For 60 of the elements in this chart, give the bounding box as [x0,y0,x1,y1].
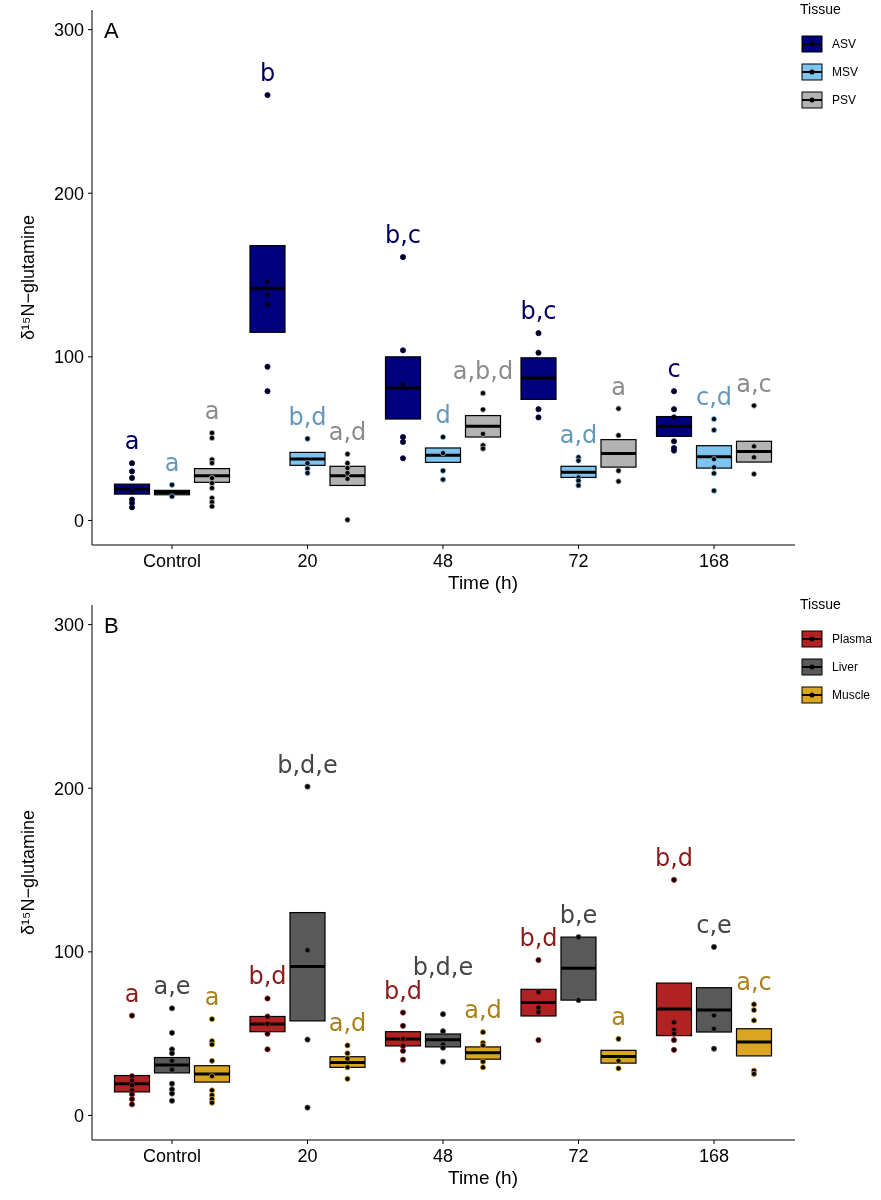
x-tick-label: 48 [432,1146,454,1166]
annotation: b,d [248,962,287,991]
legend-label: MSV [832,65,859,80]
chart-title: B [104,613,119,638]
y-tick-label: 0 [73,1105,84,1126]
x-tick-label: 20 [297,551,318,571]
y-tick-label: 300 [53,19,84,40]
legend-title: Tissue [800,1,841,17]
x-tick-label: Control [142,1146,202,1166]
y-axis-title: δ¹⁵N−glutamine [18,214,38,341]
annotation: b,d [519,924,558,953]
annotation: a [611,372,626,401]
annotation: a,d [559,421,598,450]
x-tick-label: 168 [698,551,730,571]
y-tick-label: 300 [53,614,84,635]
annotation: b,d,e [277,750,338,779]
annotation: a [124,427,140,456]
annotation: a,c [736,968,772,997]
y-tick-label: 100 [53,942,84,963]
x-tick-label: 168 [698,1146,730,1166]
annotation: b,c [520,297,557,326]
y-tick-label: 0 [73,510,84,531]
y-tick-label: 100 [53,347,84,368]
annotation: c,d [695,383,733,412]
chart-title: A [104,18,119,43]
annotation: b,d [654,843,694,872]
annotation: a,c [736,369,772,398]
legend-label: PSV [832,93,857,108]
x-tick-label: 20 [297,1146,318,1166]
y-tick-label: 200 [53,778,84,799]
legend-label: Plasma [832,632,873,647]
annotation: b,d [288,402,327,431]
annotation: a,d [328,1009,367,1038]
legend-label: ASV [832,37,857,52]
y-axis-title: δ¹⁵N−glutamine [18,809,38,936]
x-axis-title: Time (h) [447,572,519,593]
x-tick-label: Control [142,551,202,571]
annotation: c [667,355,681,384]
annotation: a [164,448,180,477]
annotation: a,d [328,418,367,447]
annotation: a [124,979,140,1008]
annotation: b,e [559,901,598,930]
annotation: a [204,983,220,1012]
annotation: d [435,401,451,430]
x-tick-label: 72 [568,1146,589,1166]
x-tick-label: 72 [568,551,589,571]
annotation: a,e [153,972,191,1001]
x-tick-label: 48 [432,551,454,571]
annotation: b,c [384,221,422,250]
annotation: b [259,59,276,88]
x-axis-title: Time (h) [447,1167,519,1188]
annotation: a [611,1002,626,1031]
annotation: a,b,d [452,357,514,386]
y-tick-label: 200 [53,183,84,204]
legend-label: Liver [832,660,859,675]
annotation: c,e [696,910,732,939]
legend-title: Tissue [800,596,841,612]
legend-label: Muscle [832,688,871,703]
annotation: a [204,396,220,425]
annotation: a,d [464,996,502,1025]
